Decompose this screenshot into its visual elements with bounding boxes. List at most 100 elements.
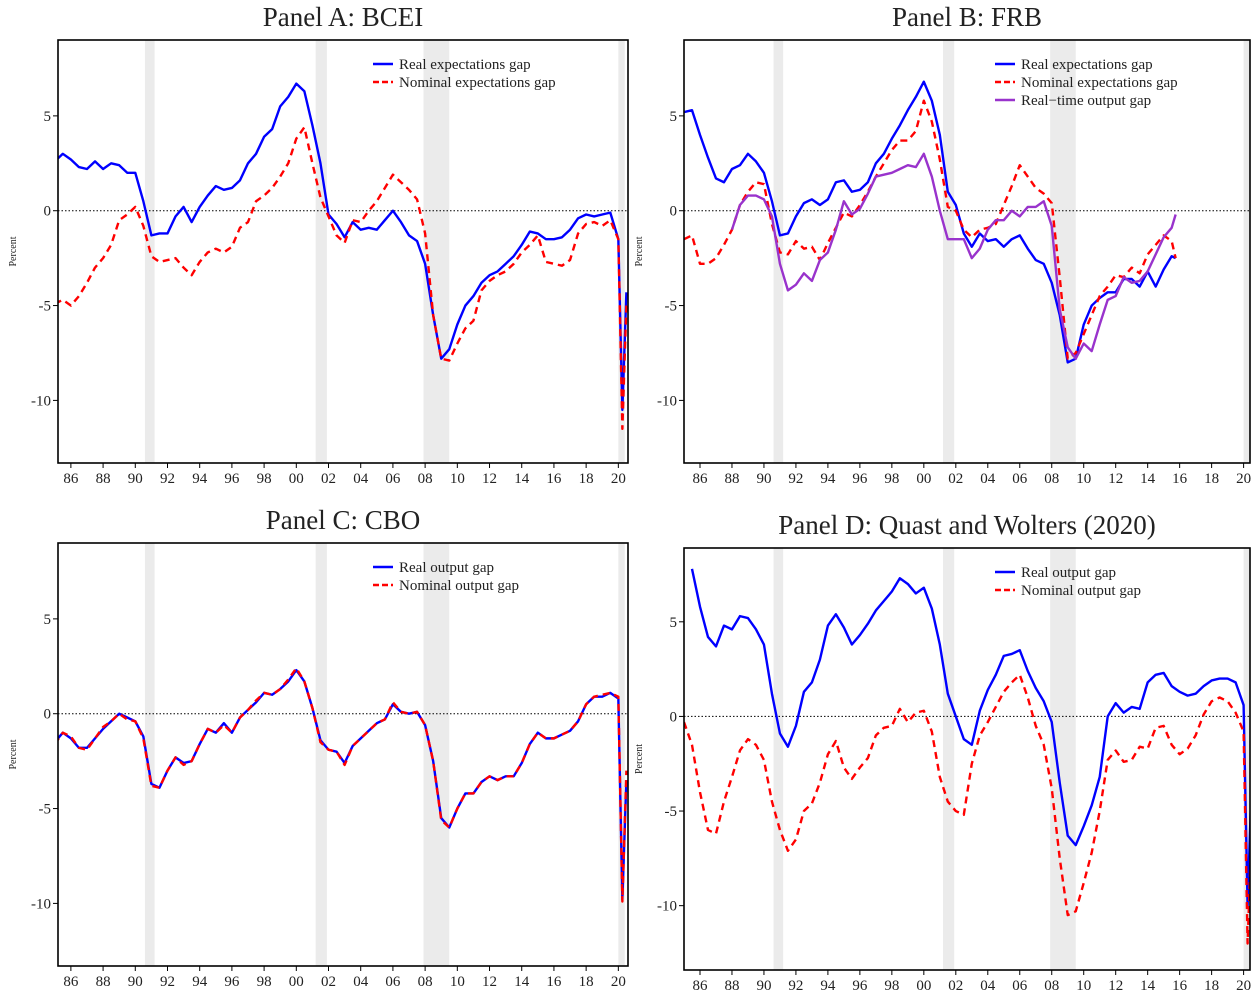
y-tick-label: 5 bbox=[670, 109, 678, 125]
series-line bbox=[58, 666, 628, 903]
legend-label: Nominal output gap bbox=[1021, 583, 1141, 599]
y-tick-label: 5 bbox=[44, 612, 52, 628]
recession-band bbox=[1243, 40, 1250, 463]
x-tick-label: 14 bbox=[1140, 978, 1156, 992]
y-tick-label: -10 bbox=[657, 393, 677, 409]
x-tick-label: 94 bbox=[192, 974, 208, 990]
x-tick-label: 98 bbox=[884, 978, 899, 992]
recession-band bbox=[618, 543, 625, 966]
x-tick-label: 02 bbox=[321, 974, 336, 990]
legend-label: Real expectations gap bbox=[399, 57, 531, 73]
x-tick-label: 18 bbox=[579, 974, 594, 990]
x-tick-label: 20 bbox=[1236, 978, 1251, 992]
x-tick-label: 04 bbox=[353, 471, 369, 487]
panel: Panel A: BCEI Percent -10 -5 0 5 86 88 90 92 94 96 9… bbox=[8, 2, 629, 487]
x-tick-label: 06 bbox=[385, 974, 401, 990]
recession-band bbox=[943, 548, 955, 970]
x-tick-label: 18 bbox=[1204, 471, 1219, 487]
y-tick-label: -5 bbox=[665, 299, 678, 315]
y-tick-label: 5 bbox=[670, 615, 678, 631]
y-tick-label: -10 bbox=[657, 899, 677, 915]
x-tick-label: 06 bbox=[385, 471, 401, 487]
y-tick-label: -10 bbox=[31, 393, 51, 409]
x-tick-label: 86 bbox=[692, 471, 708, 487]
y-tick-label: -5 bbox=[665, 804, 678, 820]
recession-band bbox=[943, 40, 955, 463]
y-axis-label: Percent bbox=[634, 744, 645, 774]
x-tick-label: 90 bbox=[756, 978, 771, 992]
series-line bbox=[684, 99, 1177, 360]
y-tick-label: -5 bbox=[39, 299, 52, 315]
y-axis-label: Percent bbox=[8, 236, 19, 266]
legend-label: Real output gap bbox=[399, 560, 494, 576]
x-tick-label: 12 bbox=[1108, 471, 1123, 487]
plot-frame bbox=[57, 542, 629, 967]
recession-band bbox=[1050, 548, 1076, 970]
x-tick-label: 04 bbox=[980, 471, 996, 487]
x-tick-label: 92 bbox=[160, 974, 175, 990]
x-tick-label: 86 bbox=[692, 978, 708, 992]
x-tick-label: 98 bbox=[257, 974, 272, 990]
x-tick-label: 86 bbox=[63, 471, 79, 487]
x-tick-label: 18 bbox=[579, 471, 594, 487]
x-tick-label: 14 bbox=[1140, 471, 1156, 487]
x-tick-label: 08 bbox=[418, 471, 433, 487]
x-tick-label: 96 bbox=[852, 978, 868, 992]
legend-label: Nominal expectations gap bbox=[399, 75, 556, 91]
series-line bbox=[58, 126, 628, 431]
x-tick-label: 92 bbox=[788, 471, 803, 487]
x-tick-label: 90 bbox=[756, 471, 771, 487]
recession-band bbox=[315, 543, 327, 966]
x-tick-label: 18 bbox=[1204, 978, 1219, 992]
plot-frame bbox=[683, 547, 1251, 971]
x-tick-label: 94 bbox=[820, 471, 836, 487]
x-tick-label: 10 bbox=[450, 471, 465, 487]
panel: Panel C: CBO Percent -10 -5 0 5 86 88 90 92 94 96 98… bbox=[8, 505, 629, 990]
series-line bbox=[690, 568, 1250, 907]
x-tick-label: 14 bbox=[514, 471, 530, 487]
plot-area bbox=[58, 543, 628, 966]
x-tick-label: 90 bbox=[128, 974, 143, 990]
x-tick-label: 16 bbox=[1172, 978, 1188, 992]
x-tick-label: 86 bbox=[63, 974, 79, 990]
x-tick-label: 02 bbox=[948, 978, 963, 992]
x-tick-label: 06 bbox=[1012, 471, 1028, 487]
x-tick-label: 12 bbox=[1108, 978, 1123, 992]
x-tick-label: 94 bbox=[192, 471, 208, 487]
x-tick-label: 98 bbox=[884, 471, 899, 487]
x-tick-label: 00 bbox=[916, 471, 931, 487]
panel-title: Panel A: BCEI bbox=[263, 2, 424, 32]
y-tick-label: 5 bbox=[44, 109, 52, 125]
x-tick-label: 90 bbox=[128, 471, 143, 487]
x-tick-label: 96 bbox=[852, 471, 868, 487]
x-tick-label: 04 bbox=[353, 974, 369, 990]
x-tick-label: 88 bbox=[96, 471, 111, 487]
x-tick-label: 92 bbox=[788, 978, 803, 992]
y-tick-label: 0 bbox=[44, 707, 52, 723]
x-tick-label: 16 bbox=[546, 974, 562, 990]
x-tick-label: 94 bbox=[820, 978, 836, 992]
y-tick-label: -5 bbox=[39, 802, 52, 818]
y-axis-label: Percent bbox=[8, 739, 19, 769]
x-tick-label: 14 bbox=[514, 974, 530, 990]
plot-area bbox=[684, 548, 1250, 970]
panel: Panel D: Quast and Wolters (2020) Percent… bbox=[634, 510, 1251, 992]
x-tick-label: 12 bbox=[482, 974, 497, 990]
x-tick-label: 10 bbox=[1076, 978, 1091, 992]
series-line bbox=[58, 82, 628, 412]
panel-title: Panel B: FRB bbox=[892, 2, 1042, 32]
recession-band bbox=[423, 40, 450, 463]
x-tick-label: 20 bbox=[1236, 471, 1251, 487]
series-line bbox=[684, 673, 1250, 945]
y-tick-label: 0 bbox=[670, 709, 678, 725]
x-tick-label: 88 bbox=[724, 471, 739, 487]
recession-band bbox=[773, 548, 784, 970]
x-tick-label: 08 bbox=[418, 974, 433, 990]
y-tick-label: -10 bbox=[31, 896, 51, 912]
legend-label: Nominal expectations gap bbox=[1021, 75, 1178, 91]
recession-band bbox=[1243, 548, 1250, 970]
x-tick-label: 00 bbox=[916, 978, 931, 992]
plot-area bbox=[58, 40, 628, 463]
